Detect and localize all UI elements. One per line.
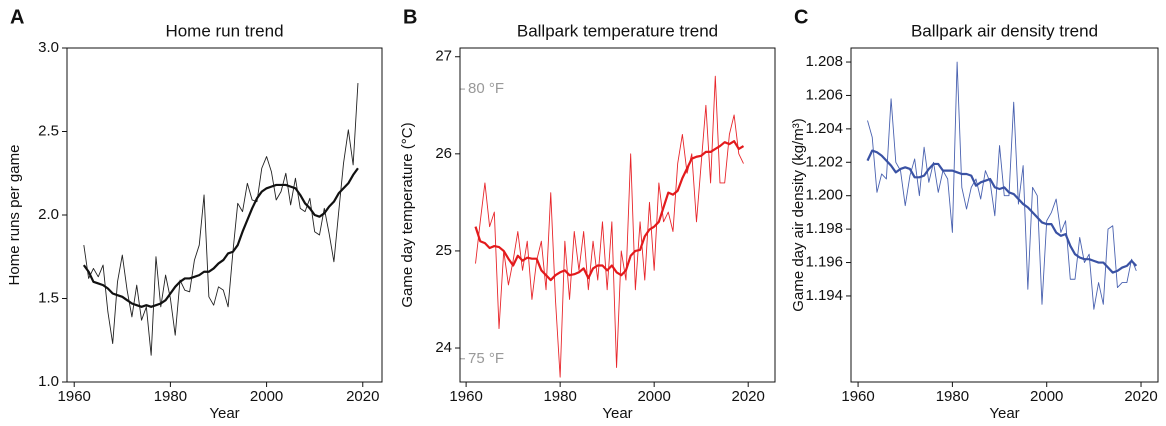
x-tick-label: 1980 (936, 388, 969, 405)
panel-title: Ballpark temperature trend (517, 21, 718, 40)
y-tick-label: 2.0 (38, 206, 59, 223)
y-tick-label: 1.200 (805, 187, 843, 204)
y-tick-label: 1.204 (805, 120, 843, 137)
y-axis-label: Home runs per game (6, 145, 23, 286)
y-tick-label: 1.5 (38, 289, 59, 306)
data-line (474, 140, 745, 282)
x-tick-label: 2020 (1124, 388, 1157, 405)
panel-title: Ballpark air density trend (911, 21, 1098, 40)
y-tick-label: 26 (435, 145, 452, 162)
x-tick-label: 1980 (543, 388, 576, 405)
x-tick-label: 2000 (250, 388, 283, 405)
panel-label: C (794, 6, 808, 28)
panel-label: B (403, 6, 417, 28)
y-tick-label: 1.202 (805, 153, 843, 170)
plot-frame (850, 47, 1159, 383)
panel-label: A (10, 6, 24, 28)
secondary-tick-label: 80 °F (468, 80, 504, 97)
secondary-tick-label: 75 °F (468, 350, 504, 367)
y-tick-label: 1.198 (805, 220, 843, 237)
y-axis-label: Game day temperature (°C) (399, 122, 416, 307)
y-tick-label: 3.0 (38, 39, 59, 56)
x-axis-label: Year (989, 405, 1019, 422)
data-line (82, 167, 359, 308)
x-tick-label: 1960 (449, 388, 482, 405)
y-tick-label: 1.206 (805, 86, 843, 103)
x-tick-label: 2000 (637, 388, 670, 405)
y-tick-label: 1.196 (805, 254, 843, 271)
y-tick-label: 1.208 (805, 53, 843, 70)
plot-frame (459, 47, 776, 383)
x-tick-label: 1980 (154, 388, 187, 405)
y-tick-label: 1.0 (38, 373, 59, 390)
plot-frame (66, 47, 383, 383)
y-tick-label: 1.194 (805, 287, 843, 304)
y-tick-label: 24 (435, 339, 452, 356)
x-tick-label: 2000 (1030, 388, 1063, 405)
x-tick-label: 2020 (732, 388, 765, 405)
y-tick-label: 2.5 (38, 122, 59, 139)
panel-title: Home run trend (165, 21, 283, 40)
data-line (867, 61, 1137, 310)
x-tick-label: 2020 (346, 388, 379, 405)
y-tick-label: 27 (435, 48, 452, 65)
x-tick-label: 1960 (841, 388, 874, 405)
x-axis-label: Year (209, 405, 239, 422)
data-line (83, 83, 359, 356)
y-axis-label: Game day air density (kg/m³) (790, 118, 807, 311)
x-tick-label: 1960 (58, 388, 91, 405)
y-tick-label: 25 (435, 242, 452, 259)
data-line (866, 149, 1138, 274)
x-axis-label: Year (602, 405, 632, 422)
data-line (475, 75, 744, 378)
